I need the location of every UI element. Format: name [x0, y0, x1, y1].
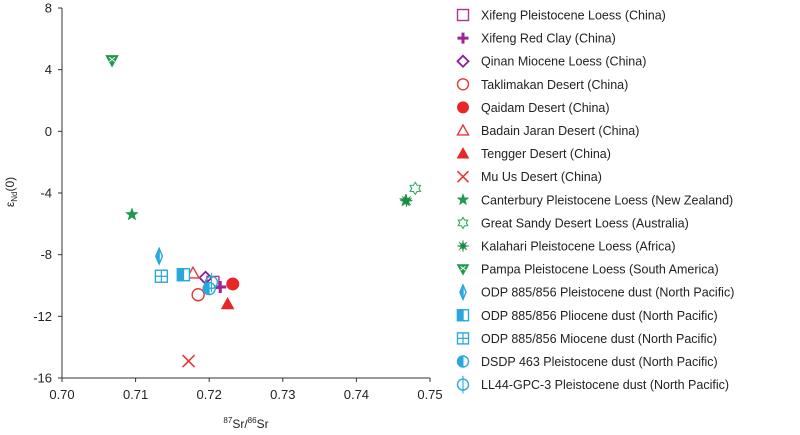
legend-item: Xifeng Pleistocene Loess (China) [456, 8, 666, 23]
x-tick-labels: 0.70 0.71 0.72 0.73 0.74 0.75 [49, 378, 443, 402]
x-tick-label: 0.70 [49, 387, 74, 402]
data-point [176, 268, 191, 282]
legend-label: DSDP 463 Pleistocene dust (North Pacific… [481, 355, 718, 369]
x-axis-label-sup1: 87 [223, 416, 232, 425]
legend-item: Mu Us Desert (China) [456, 170, 602, 184]
legend-marker [456, 264, 470, 276]
legend-marker [456, 309, 470, 322]
legend-label: Xifeng Red Clay (China) [481, 32, 616, 46]
y-tick-label: 0 [45, 124, 52, 139]
data-point [400, 194, 413, 208]
legend-marker [456, 375, 470, 394]
y-axis-label: εNd(0) [3, 177, 19, 207]
legend-marker [457, 32, 469, 44]
legend-marker [456, 355, 470, 368]
legend-marker [456, 193, 470, 206]
x-tick-label: 0.74 [344, 387, 369, 402]
y-tick-label: -4 [40, 186, 52, 201]
x-tick-label: 0.73 [270, 387, 295, 402]
legend-label: Great Sandy Desert Loess (Australia) [481, 216, 689, 230]
x-axis-label: 87Sr/86Sr [223, 416, 268, 431]
y-tick-label: -12 [33, 309, 52, 324]
legend-marker [457, 101, 469, 114]
legend-label: ODP 885/856 Pleistocene dust (North Paci… [481, 286, 734, 300]
legend-marker [456, 170, 470, 183]
legend-label: Xifeng Pleistocene Loess (China) [481, 9, 666, 23]
legend-label: Badain Jaran Desert (China) [481, 124, 639, 138]
legend-marker [457, 240, 469, 252]
y-axis-label-main: ε [3, 201, 17, 207]
data-point [220, 296, 235, 310]
legend-item: Pampa Pleistocene Loess (South America) [456, 263, 719, 277]
data-point [105, 55, 119, 68]
legend-marker [456, 123, 470, 136]
legend-item: Taklimakan Desert (China) [456, 78, 628, 92]
legend: Xifeng Pleistocene Loess (China) Xifeng R… [456, 8, 734, 394]
y-axis-label-rest: (0) [3, 177, 17, 192]
data-point [124, 207, 139, 221]
legend-marker [456, 8, 470, 22]
y-tick-label: -8 [40, 247, 52, 262]
legend-item: Qinan Miocene Loess (China) [456, 54, 646, 69]
legend-item: DSDP 463 Pleistocene dust (North Pacific… [456, 355, 718, 369]
legend-label: LL44-GPC-3 Pleistocene dust (North Pacif… [481, 378, 729, 392]
x-tick-label: 0.71 [123, 387, 148, 402]
legend-item: LL44-GPC-3 Pleistocene dust (North Pacif… [456, 375, 729, 394]
chart-axes [61, 8, 430, 379]
data-point [154, 269, 169, 283]
data-point [182, 354, 196, 368]
legend-item: ODP 885/856 Miocene dust (North Pacific) [456, 332, 717, 346]
legend-label: Qinan Miocene Loess (China) [481, 55, 646, 69]
legend-item: ODP 885/856 Pliocene dust (North Pacific… [456, 309, 718, 323]
legend-marker [459, 283, 467, 302]
y-tick-label: -16 [33, 371, 52, 386]
legend-marker [457, 216, 469, 230]
legend-label: Tengger Desert (China) [481, 147, 611, 161]
legend-item: Great Sandy Desert Loess (Australia) [457, 216, 689, 230]
x-axis-label-part2: Sr [257, 417, 269, 431]
legend-marker [456, 332, 470, 345]
legend-label: ODP 885/856 Miocene dust (North Pacific) [481, 332, 717, 346]
data-point [409, 181, 422, 196]
legend-item: Canterbury Pleistocene Loess (New Zealan… [456, 193, 733, 207]
y-axis-label-sub: Nd [10, 192, 19, 202]
data-points [105, 55, 422, 368]
data-point [204, 272, 219, 293]
legend-label: Kalahari Pleistocene Loess (Africa) [481, 240, 676, 254]
data-point [226, 277, 240, 291]
y-tick-label: 8 [45, 1, 52, 16]
y-tick-labels: 8 4 0 -4 -8 -12 -16 [33, 1, 62, 386]
legend-marker [456, 54, 470, 68]
x-tick-label: 0.72 [197, 387, 222, 402]
data-point [191, 288, 205, 302]
legend-label: Pampa Pleistocene Loess (South America) [481, 263, 719, 277]
legend-item: Badain Jaran Desert (China) [456, 123, 639, 138]
x-tick-label: 0.75 [417, 387, 442, 402]
legend-item: ODP 885/856 Pleistocene dust (North Paci… [459, 283, 734, 302]
legend-marker [456, 147, 470, 159]
data-point [155, 246, 164, 266]
legend-label: ODP 885/856 Pliocene dust (North Pacific… [481, 309, 718, 323]
x-axis-label-sup2: 86 [248, 416, 257, 425]
legend-label: Taklimakan Desert (China) [481, 78, 628, 92]
legend-item: Kalahari Pleistocene Loess (Africa) [457, 240, 676, 254]
y-tick-label: 4 [45, 62, 52, 77]
x-axis-label-part1: Sr/ [232, 417, 248, 431]
legend-label: Qaidam Desert (China) [481, 101, 610, 115]
legend-label: Mu Us Desert (China) [481, 170, 602, 184]
legend-item: Tengger Desert (China) [456, 147, 611, 161]
legend-item: Xifeng Red Clay (China) [457, 32, 616, 46]
legend-label: Canterbury Pleistocene Loess (New Zealan… [481, 193, 733, 207]
legend-marker [456, 78, 470, 91]
legend-item: Qaidam Desert (China) [457, 101, 610, 115]
